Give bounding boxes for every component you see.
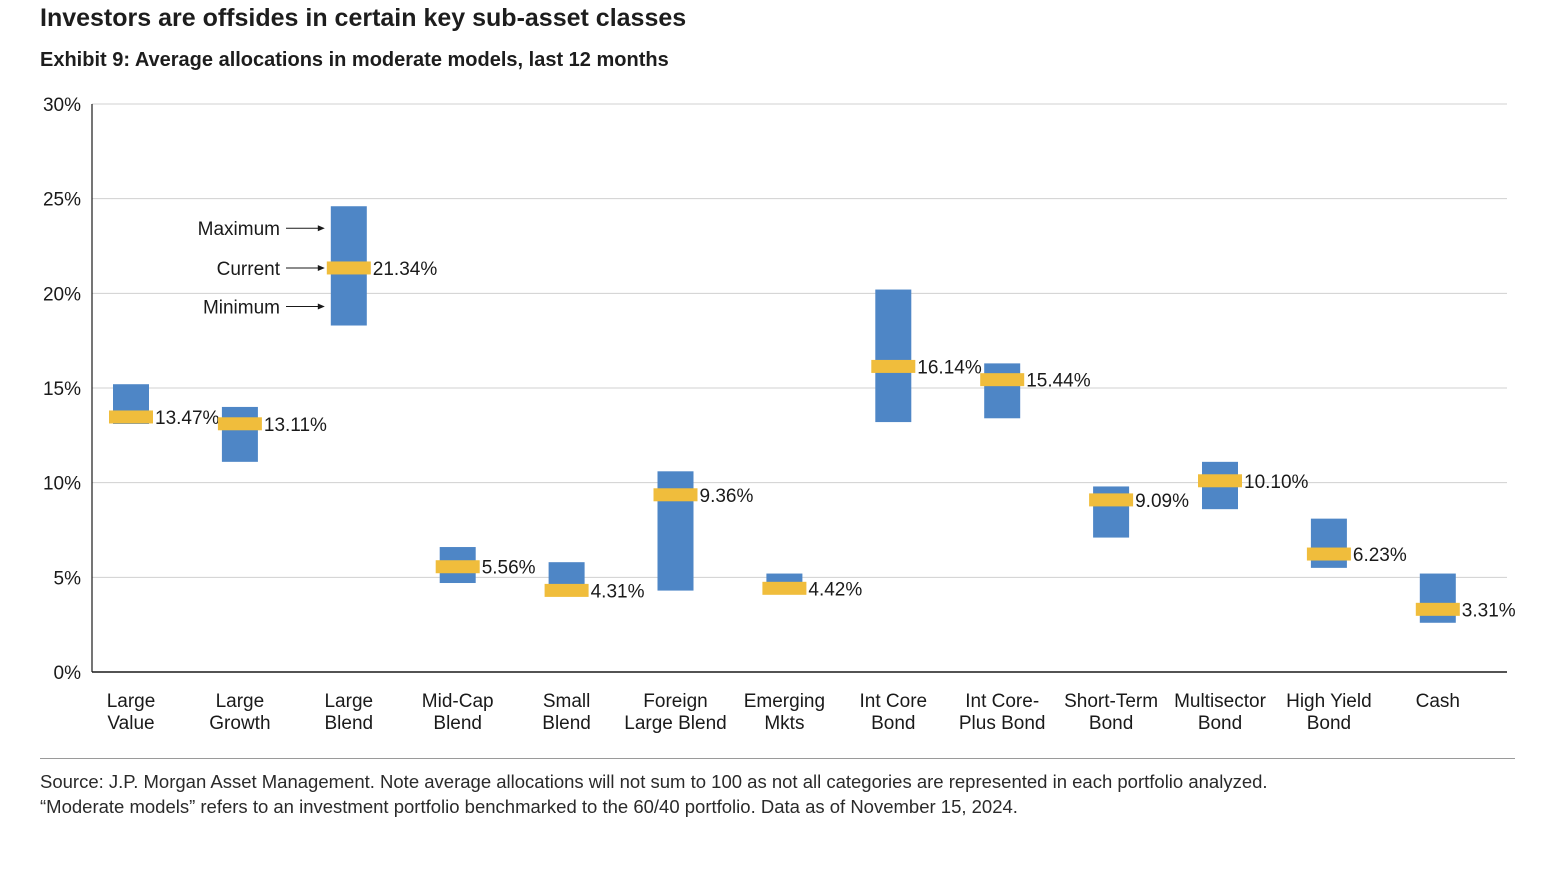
current-marker (762, 581, 807, 595)
y-tick-label: 15% (43, 379, 81, 400)
current-value-label: 4.42% (808, 579, 862, 600)
x-category-label: Large (107, 691, 156, 712)
current-marker (544, 583, 589, 597)
current-marker (1089, 493, 1134, 507)
current-value-label: 4.31% (591, 581, 645, 602)
x-category-label: Foreign (643, 691, 707, 712)
current-value-label: 16.14% (917, 357, 982, 378)
current-value-label: 5.56% (482, 558, 536, 579)
range-bar (984, 363, 1021, 419)
legend-arrow-head (317, 303, 325, 310)
x-category-label: Blend (542, 713, 591, 734)
y-tick-label: 10% (43, 474, 81, 495)
x-category-label: Small (543, 691, 591, 712)
current-marker (871, 359, 916, 373)
x-category-label: Large Blend (624, 713, 726, 734)
x-category-label: Multisector (1174, 691, 1267, 712)
range-bar (221, 406, 258, 462)
range-chart: 0%5%10%15%20%25%30%13.47%LargeValue13.11… (43, 95, 1516, 734)
x-category-label: Growth (209, 713, 270, 734)
legend-arrow-head (317, 225, 325, 232)
current-marker (1415, 602, 1460, 616)
x-category-label: Bond (1307, 713, 1351, 734)
x-category-label: Bond (1198, 713, 1242, 734)
x-category-label: Value (107, 713, 154, 734)
y-tick-label: 0% (54, 663, 82, 684)
current-value-label: 9.36% (700, 486, 754, 507)
current-marker (326, 261, 371, 275)
y-tick-label: 30% (43, 95, 81, 116)
x-category-label: Large (216, 691, 265, 712)
chart-subtitle: Exhibit 9: Average allocations in modera… (40, 49, 669, 71)
current-marker (217, 417, 262, 431)
current-value-label: 15.44% (1026, 371, 1091, 392)
source-note: Source: J.P. Morgan Asset Management. No… (40, 769, 1268, 819)
x-category-label: Large (324, 691, 373, 712)
y-tick-label: 20% (43, 284, 81, 305)
current-value-label: 9.09% (1135, 491, 1189, 512)
x-category-label: Bond (1089, 713, 1133, 734)
source-line-1: Source: J.P. Morgan Asset Management. No… (40, 771, 1268, 792)
y-tick-label: 5% (54, 568, 82, 589)
range-bar (875, 289, 912, 423)
x-category-label: Emerging (744, 691, 825, 712)
x-category-label: High Yield (1286, 691, 1372, 712)
x-category-label: Int Core- (965, 691, 1039, 712)
current-marker (109, 410, 153, 424)
x-category-label: Mid-Cap (422, 691, 494, 712)
current-value-label: 10.10% (1244, 472, 1309, 493)
current-marker (435, 560, 480, 574)
x-category-label: Mkts (764, 713, 804, 734)
current-marker (653, 488, 698, 502)
current-marker (1198, 474, 1242, 488)
current-marker (1306, 547, 1351, 561)
current-value-label: 6.23% (1353, 545, 1407, 566)
legend-annotation-label: Maximum (198, 219, 280, 240)
legend-arrow-head (317, 264, 325, 271)
footer-divider (40, 758, 1515, 759)
x-category-label: Plus Bond (959, 713, 1046, 734)
legend-annotation-label: Minimum (203, 298, 280, 319)
x-category-label: Int Core (860, 691, 928, 712)
x-category-label: Bond (871, 713, 915, 734)
current-value-label: 21.34% (373, 259, 438, 280)
y-tick-label: 25% (43, 190, 81, 211)
current-value-label: 13.47% (155, 408, 220, 429)
chart-title: Investors are offsides in certain key su… (40, 4, 687, 32)
x-category-label: Short-Term (1064, 691, 1158, 712)
current-value-label: 3.31% (1462, 600, 1516, 621)
x-category-label: Blend (433, 713, 482, 734)
source-line-2: “Moderate models” refers to an investmen… (40, 796, 1018, 817)
legend-annotation-label: Current (217, 259, 281, 280)
current-marker (980, 373, 1025, 387)
x-category-label: Blend (324, 713, 373, 734)
x-category-label: Cash (1416, 691, 1460, 712)
current-value-label: 13.11% (264, 415, 327, 436)
